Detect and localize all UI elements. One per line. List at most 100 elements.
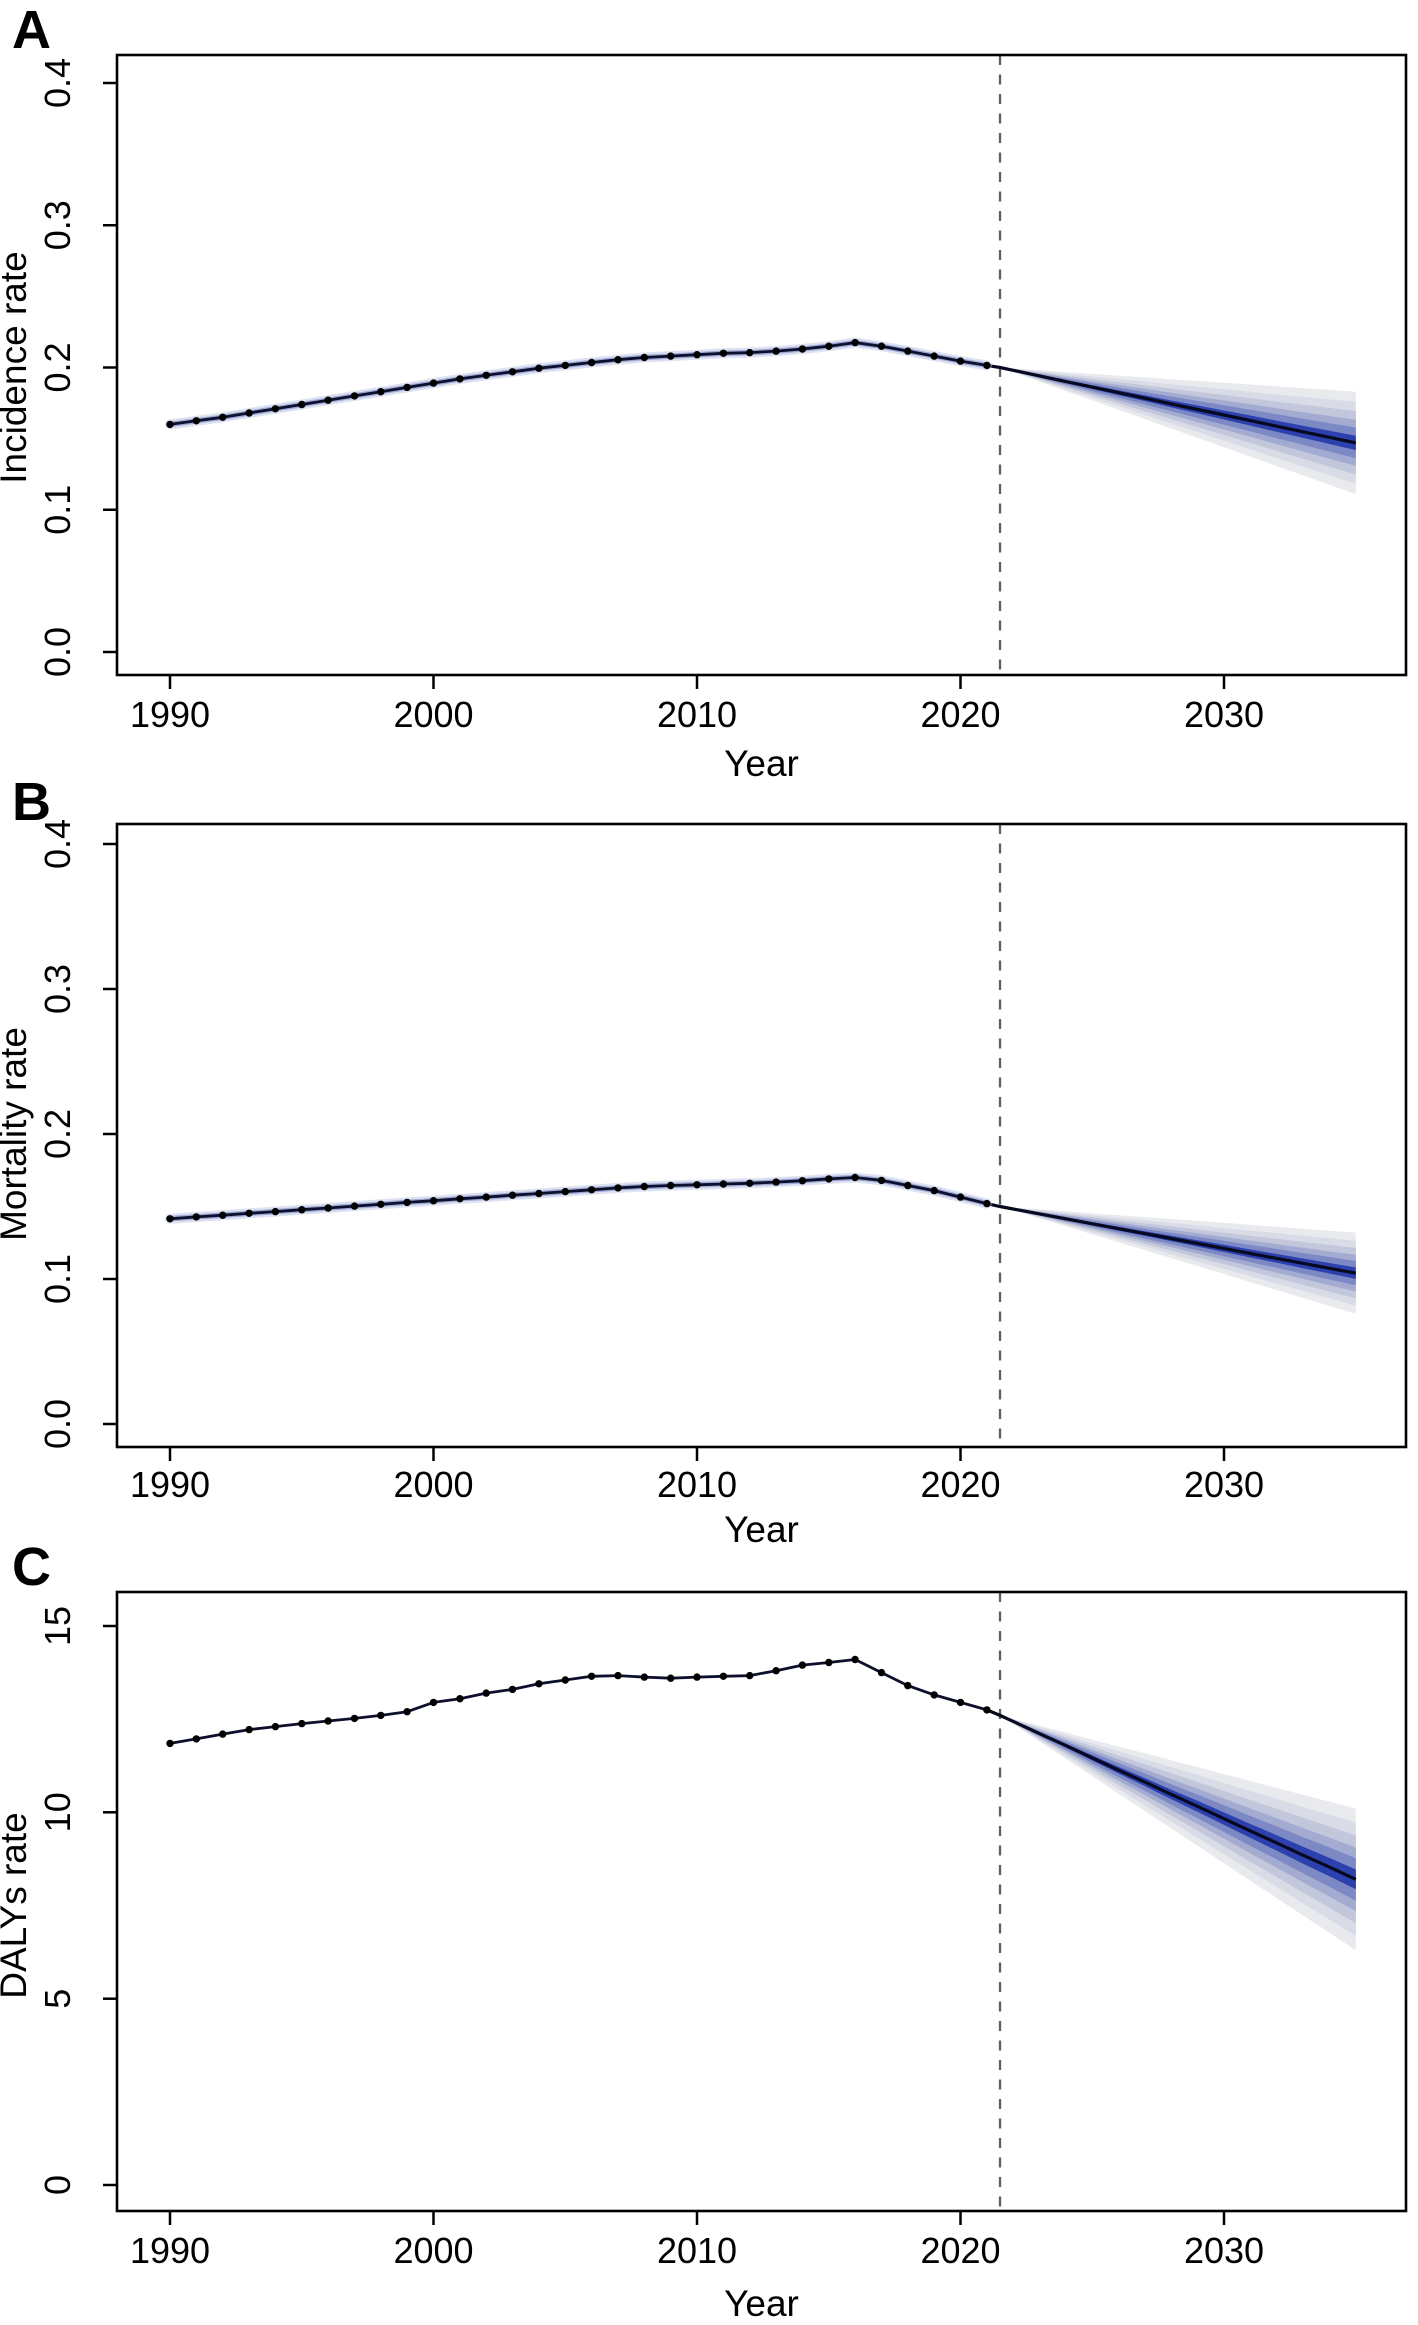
projection-center-line — [986, 363, 1357, 445]
data-point — [350, 1714, 359, 1723]
data-point — [192, 417, 200, 425]
data-point — [508, 1685, 517, 1694]
x-tick-label: 2000 — [393, 1464, 473, 1505]
data-point — [298, 400, 306, 409]
panel-mortality: 1990 2000 2010 2020 2030 0.0 0.1 0.2 0.3 0.4 Morta… — [0, 780, 1418, 1545]
observed-credible-band-inner — [167, 339, 990, 428]
data-point — [904, 1681, 912, 1690]
data-point — [877, 1176, 886, 1185]
data-point — [798, 345, 807, 353]
data-point — [640, 1673, 648, 1681]
y-tick-label: 0.4 — [37, 819, 78, 869]
y-tick-label: 5 — [37, 1989, 78, 2009]
y-axis-label: Incidence rate — [0, 251, 34, 483]
data-point — [245, 1209, 253, 1217]
y-tick-label: 0.2 — [37, 1109, 78, 1159]
data-point — [667, 352, 675, 360]
data-point — [825, 1658, 833, 1667]
data-point — [587, 1672, 596, 1680]
y-tick-label: 0.2 — [37, 342, 78, 392]
data-point — [983, 1706, 991, 1714]
x-tick-label: 1990 — [130, 1464, 210, 1505]
data-point — [456, 375, 464, 383]
data-point — [271, 1722, 280, 1731]
data-point — [324, 1717, 332, 1725]
data-point — [667, 1181, 675, 1190]
observed-line — [169, 1176, 988, 1221]
data-point — [746, 348, 754, 357]
data-point — [772, 347, 780, 355]
observed-line — [169, 1658, 988, 1745]
data-point — [350, 392, 359, 400]
plot-box — [115, 1590, 1408, 2213]
y-tick-label: 0.1 — [37, 485, 78, 535]
y-tick-label: 0.0 — [37, 1399, 78, 1449]
incidence-chart: 1990 2000 2010 2020 2030 0.0 0.1 0.2 0.3 0.4 Incid… — [0, 0, 1408, 780]
y-tick-label: 0 — [37, 2175, 78, 2195]
data-point — [587, 358, 596, 367]
projection-band — [1000, 367, 1356, 475]
projection-band — [1000, 1206, 1356, 1279]
observed-credible-band-inner — [167, 1174, 990, 1222]
data-point — [403, 1708, 411, 1716]
data-point — [271, 1207, 280, 1216]
x-axis-label: Year — [724, 743, 799, 780]
x-tick-label: 1990 — [130, 2230, 210, 2271]
x-tick-label: 1990 — [130, 694, 210, 735]
projection-band — [1000, 1715, 1356, 1890]
data-point — [746, 1179, 754, 1187]
data-point — [825, 1175, 833, 1183]
data-point — [350, 1202, 359, 1210]
x-tick-label: 2000 — [393, 2230, 473, 2271]
y-tick-label: 0.4 — [37, 58, 78, 108]
data-point — [693, 351, 701, 359]
data-point — [930, 1186, 938, 1195]
data-point — [377, 388, 385, 396]
projection-band — [1000, 1206, 1356, 1292]
data-point — [403, 1198, 411, 1207]
data-point — [667, 1674, 675, 1682]
x-tick-label: 2010 — [657, 1464, 737, 1505]
data-point — [219, 1211, 227, 1219]
data-point — [772, 1178, 780, 1186]
x-tick-label: 2030 — [1184, 694, 1264, 735]
data-point — [403, 383, 411, 392]
x-tick-label: 2030 — [1184, 2230, 1264, 2271]
data-point — [482, 371, 490, 379]
data-point — [851, 338, 859, 347]
x-tick-label: 2010 — [657, 694, 737, 735]
data-point — [482, 1193, 490, 1201]
mortality-chart: 1990 2000 2010 2020 2030 0.0 0.1 0.2 0.3 0.4 Morta… — [0, 780, 1408, 1545]
data-point — [640, 1182, 648, 1191]
y-tick-label: 0.3 — [37, 200, 78, 250]
y-tick-label: 0.3 — [37, 964, 78, 1014]
data-point — [877, 1668, 886, 1677]
data-point — [930, 1691, 938, 1699]
data-point — [508, 368, 517, 376]
projection-band — [1000, 1715, 1356, 1912]
data-point — [535, 1680, 543, 1688]
y-axis-label: Mortality rate — [0, 1027, 34, 1241]
x-axis-label: Year — [724, 2283, 799, 2324]
data-point — [166, 1739, 174, 1748]
data-point — [746, 1671, 754, 1680]
data-point — [508, 1191, 517, 1199]
data-point — [956, 1193, 965, 1201]
y-tick-label: 15 — [37, 1606, 78, 1646]
data-point — [192, 1213, 200, 1221]
panel-letter: B — [12, 780, 51, 832]
data-point — [851, 1173, 859, 1182]
dalys-chart: 1990 2000 2010 2020 2030 0 5 10 15 DALYs rate Year… — [0, 1545, 1408, 2324]
data-point — [245, 1725, 253, 1734]
projection-band — [1000, 1206, 1356, 1299]
x-tick-label: 2000 — [393, 694, 473, 735]
data-point — [324, 1204, 332, 1212]
x-tick-label: 2030 — [1184, 1464, 1264, 1505]
projection-band — [1000, 1715, 1356, 1901]
data-point — [825, 342, 833, 350]
data-point — [719, 349, 728, 357]
data-point — [535, 364, 543, 372]
data-point — [719, 1672, 728, 1680]
x-tick-label: 2020 — [920, 2230, 1000, 2271]
